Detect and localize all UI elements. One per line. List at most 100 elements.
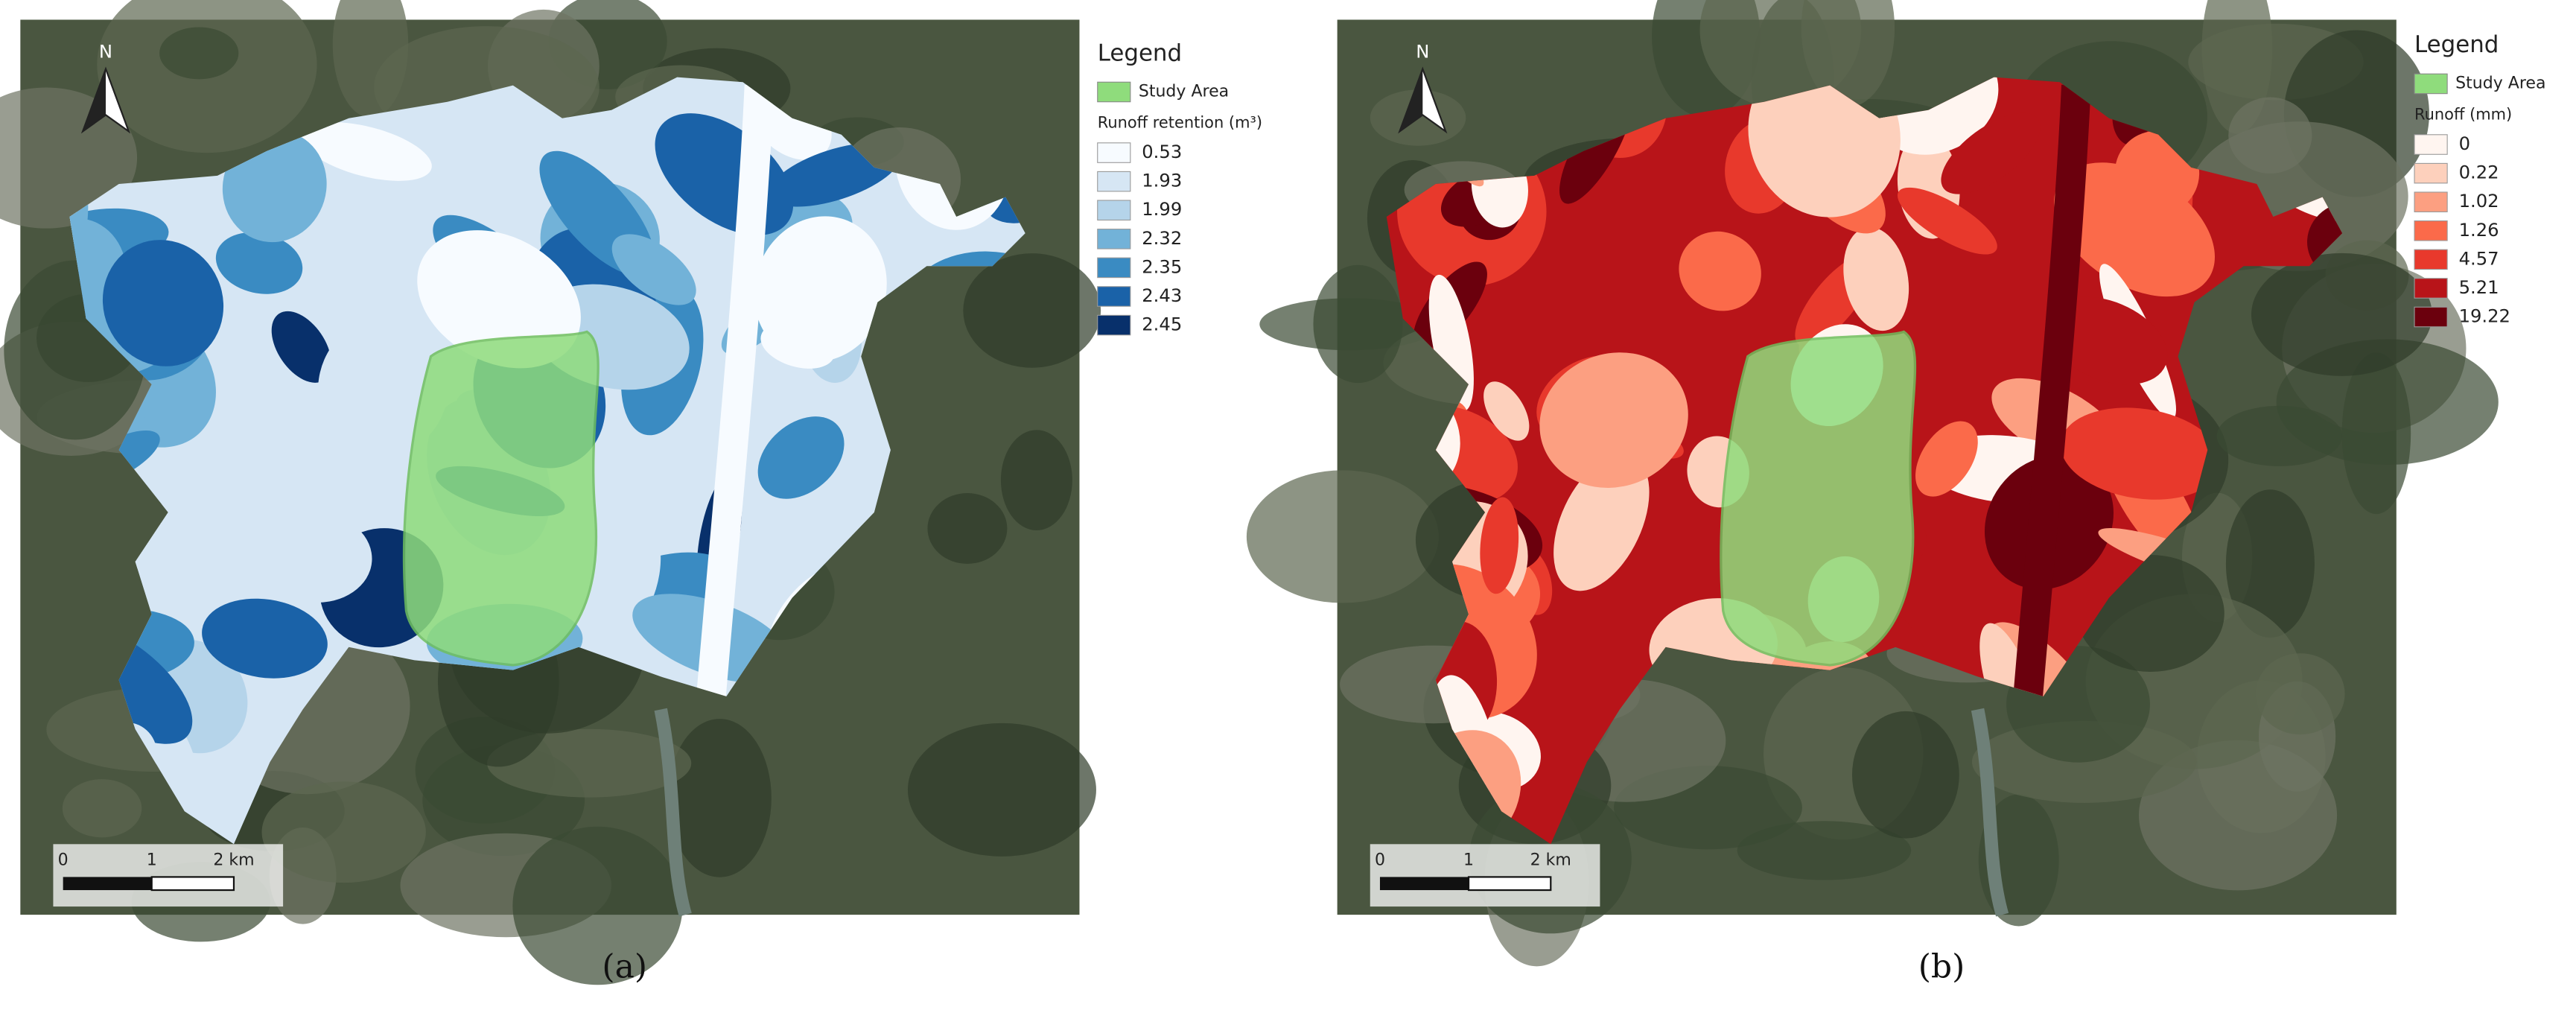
class-patch — [1428, 274, 1474, 411]
legend-label: 1.26 — [2459, 219, 2499, 241]
terrain-patch — [2228, 97, 2312, 174]
map-panel: N 0 1 2 km — [0, 0, 1101, 985]
legend-swatch — [2414, 134, 2448, 155]
class-patch — [2054, 162, 2216, 297]
class-patch — [1539, 352, 1688, 488]
legend-label: Study Area — [1139, 82, 1229, 101]
legend-label: 5.21 — [2459, 276, 2499, 298]
scale-box — [1370, 844, 1600, 907]
river — [654, 708, 692, 917]
terrain-patch — [332, 0, 409, 118]
study-area — [402, 330, 600, 667]
legend-swatch — [2414, 249, 2448, 270]
class-patch — [1897, 187, 1997, 255]
class-patch — [301, 122, 432, 181]
legend-swatch — [1097, 142, 1131, 163]
terrain-patch — [62, 779, 142, 838]
legend-swatch — [1097, 229, 1131, 250]
channel — [2011, 84, 2091, 711]
caption: (a) — [602, 947, 647, 985]
class-patch — [1480, 497, 1519, 594]
river — [1971, 708, 2009, 917]
class-patch — [1843, 226, 1909, 331]
terrain-patch — [1246, 470, 1439, 603]
terrain-patch — [2216, 405, 2343, 466]
study-area — [1720, 330, 1917, 667]
class-patch — [202, 598, 328, 679]
legend-label: Study Area — [2455, 74, 2545, 92]
terrain-patch — [2341, 352, 2411, 515]
map-panel: N 0 1 2 km — [1246, 0, 2499, 967]
legend-swatch — [2414, 278, 2448, 299]
scale-box — [53, 844, 284, 907]
terrain-patch — [2251, 252, 2432, 376]
legend-swatch — [2414, 220, 2448, 241]
terrain-patch — [512, 826, 683, 985]
class-patch — [1483, 381, 1530, 441]
legend-label: 2.35 — [1142, 255, 1182, 277]
legend-swatch — [1097, 200, 1131, 221]
class-patch — [102, 240, 224, 366]
legend-swatch — [1097, 257, 1131, 279]
scale-bar-black — [1379, 877, 1469, 891]
legend-heading: Runoff (mm) — [2414, 105, 2512, 123]
legend-label: 1.99 — [1142, 198, 1182, 220]
terrain-patch — [2255, 653, 2345, 735]
legend: Legend Study Area Runoff retention (m³) 0.5… — [1097, 39, 1262, 336]
channel — [695, 84, 775, 711]
terrain-patch — [2225, 489, 2315, 638]
scale-label: 1 — [1463, 851, 1474, 869]
legend-swatch — [2414, 162, 2448, 184]
scale-label: 1 — [147, 851, 157, 869]
legend-title: Legend — [2414, 31, 2499, 58]
class-patch — [317, 187, 426, 316]
legend-swatch — [1097, 314, 1131, 336]
class-patch — [1915, 421, 1978, 497]
scale-bar-white — [150, 876, 235, 892]
terrain-patch — [667, 719, 772, 877]
terrain-patch — [487, 728, 692, 798]
class-patch — [757, 416, 845, 499]
legend-swatch — [2414, 73, 2448, 95]
terrain-patch — [1851, 711, 1959, 839]
scale-label: 2 km — [1530, 851, 1571, 869]
class-patch — [2060, 407, 2222, 500]
legend-swatch — [2414, 191, 2448, 212]
scale-label: 2 km — [213, 851, 254, 869]
legend-heading: Runoff retention (m³) — [1098, 113, 1262, 131]
legend-swatch — [1097, 171, 1131, 192]
legend: Legend Study Area Runoff (mm) 0 0.22 1.02 1.26… — [2414, 31, 2545, 328]
terrain-patch — [159, 27, 239, 80]
legend-swatch — [1097, 286, 1131, 307]
north-arrow-half — [83, 69, 106, 132]
scale-label: 0 — [1375, 851, 1385, 869]
class-patch — [1553, 454, 1650, 591]
legend-label: 2.45 — [1142, 314, 1182, 335]
scale-bar-black — [63, 877, 152, 891]
class-patch — [1941, 112, 2041, 194]
legend-label: 2.43 — [1142, 285, 1182, 306]
legend-title: Legend — [1098, 39, 1182, 66]
legend-swatch — [2414, 306, 2448, 328]
north-label: N — [1416, 41, 1429, 63]
terrain-patch — [0, 87, 138, 229]
terrain-patch — [1737, 821, 1912, 880]
north-label: N — [99, 41, 112, 63]
terrain-patch — [1801, 0, 1895, 107]
class-patch — [611, 234, 696, 305]
legend-swatch — [1097, 81, 1131, 103]
terrain-patch — [1313, 264, 1403, 384]
terrain-patch — [907, 722, 1096, 857]
class-patch — [215, 232, 303, 294]
class-patch — [2046, 296, 2168, 385]
north-arrow-half — [1399, 69, 1423, 132]
legend-label: 19.22 — [2459, 305, 2510, 327]
legend-label: 0.22 — [2459, 162, 2499, 183]
class-patch — [417, 230, 581, 369]
legend-label: 1.02 — [2459, 190, 2499, 212]
class-patch — [258, 512, 372, 603]
class-patch — [760, 323, 835, 369]
legend-label: 1.93 — [1142, 170, 1182, 191]
terrain-patch — [963, 253, 1101, 368]
